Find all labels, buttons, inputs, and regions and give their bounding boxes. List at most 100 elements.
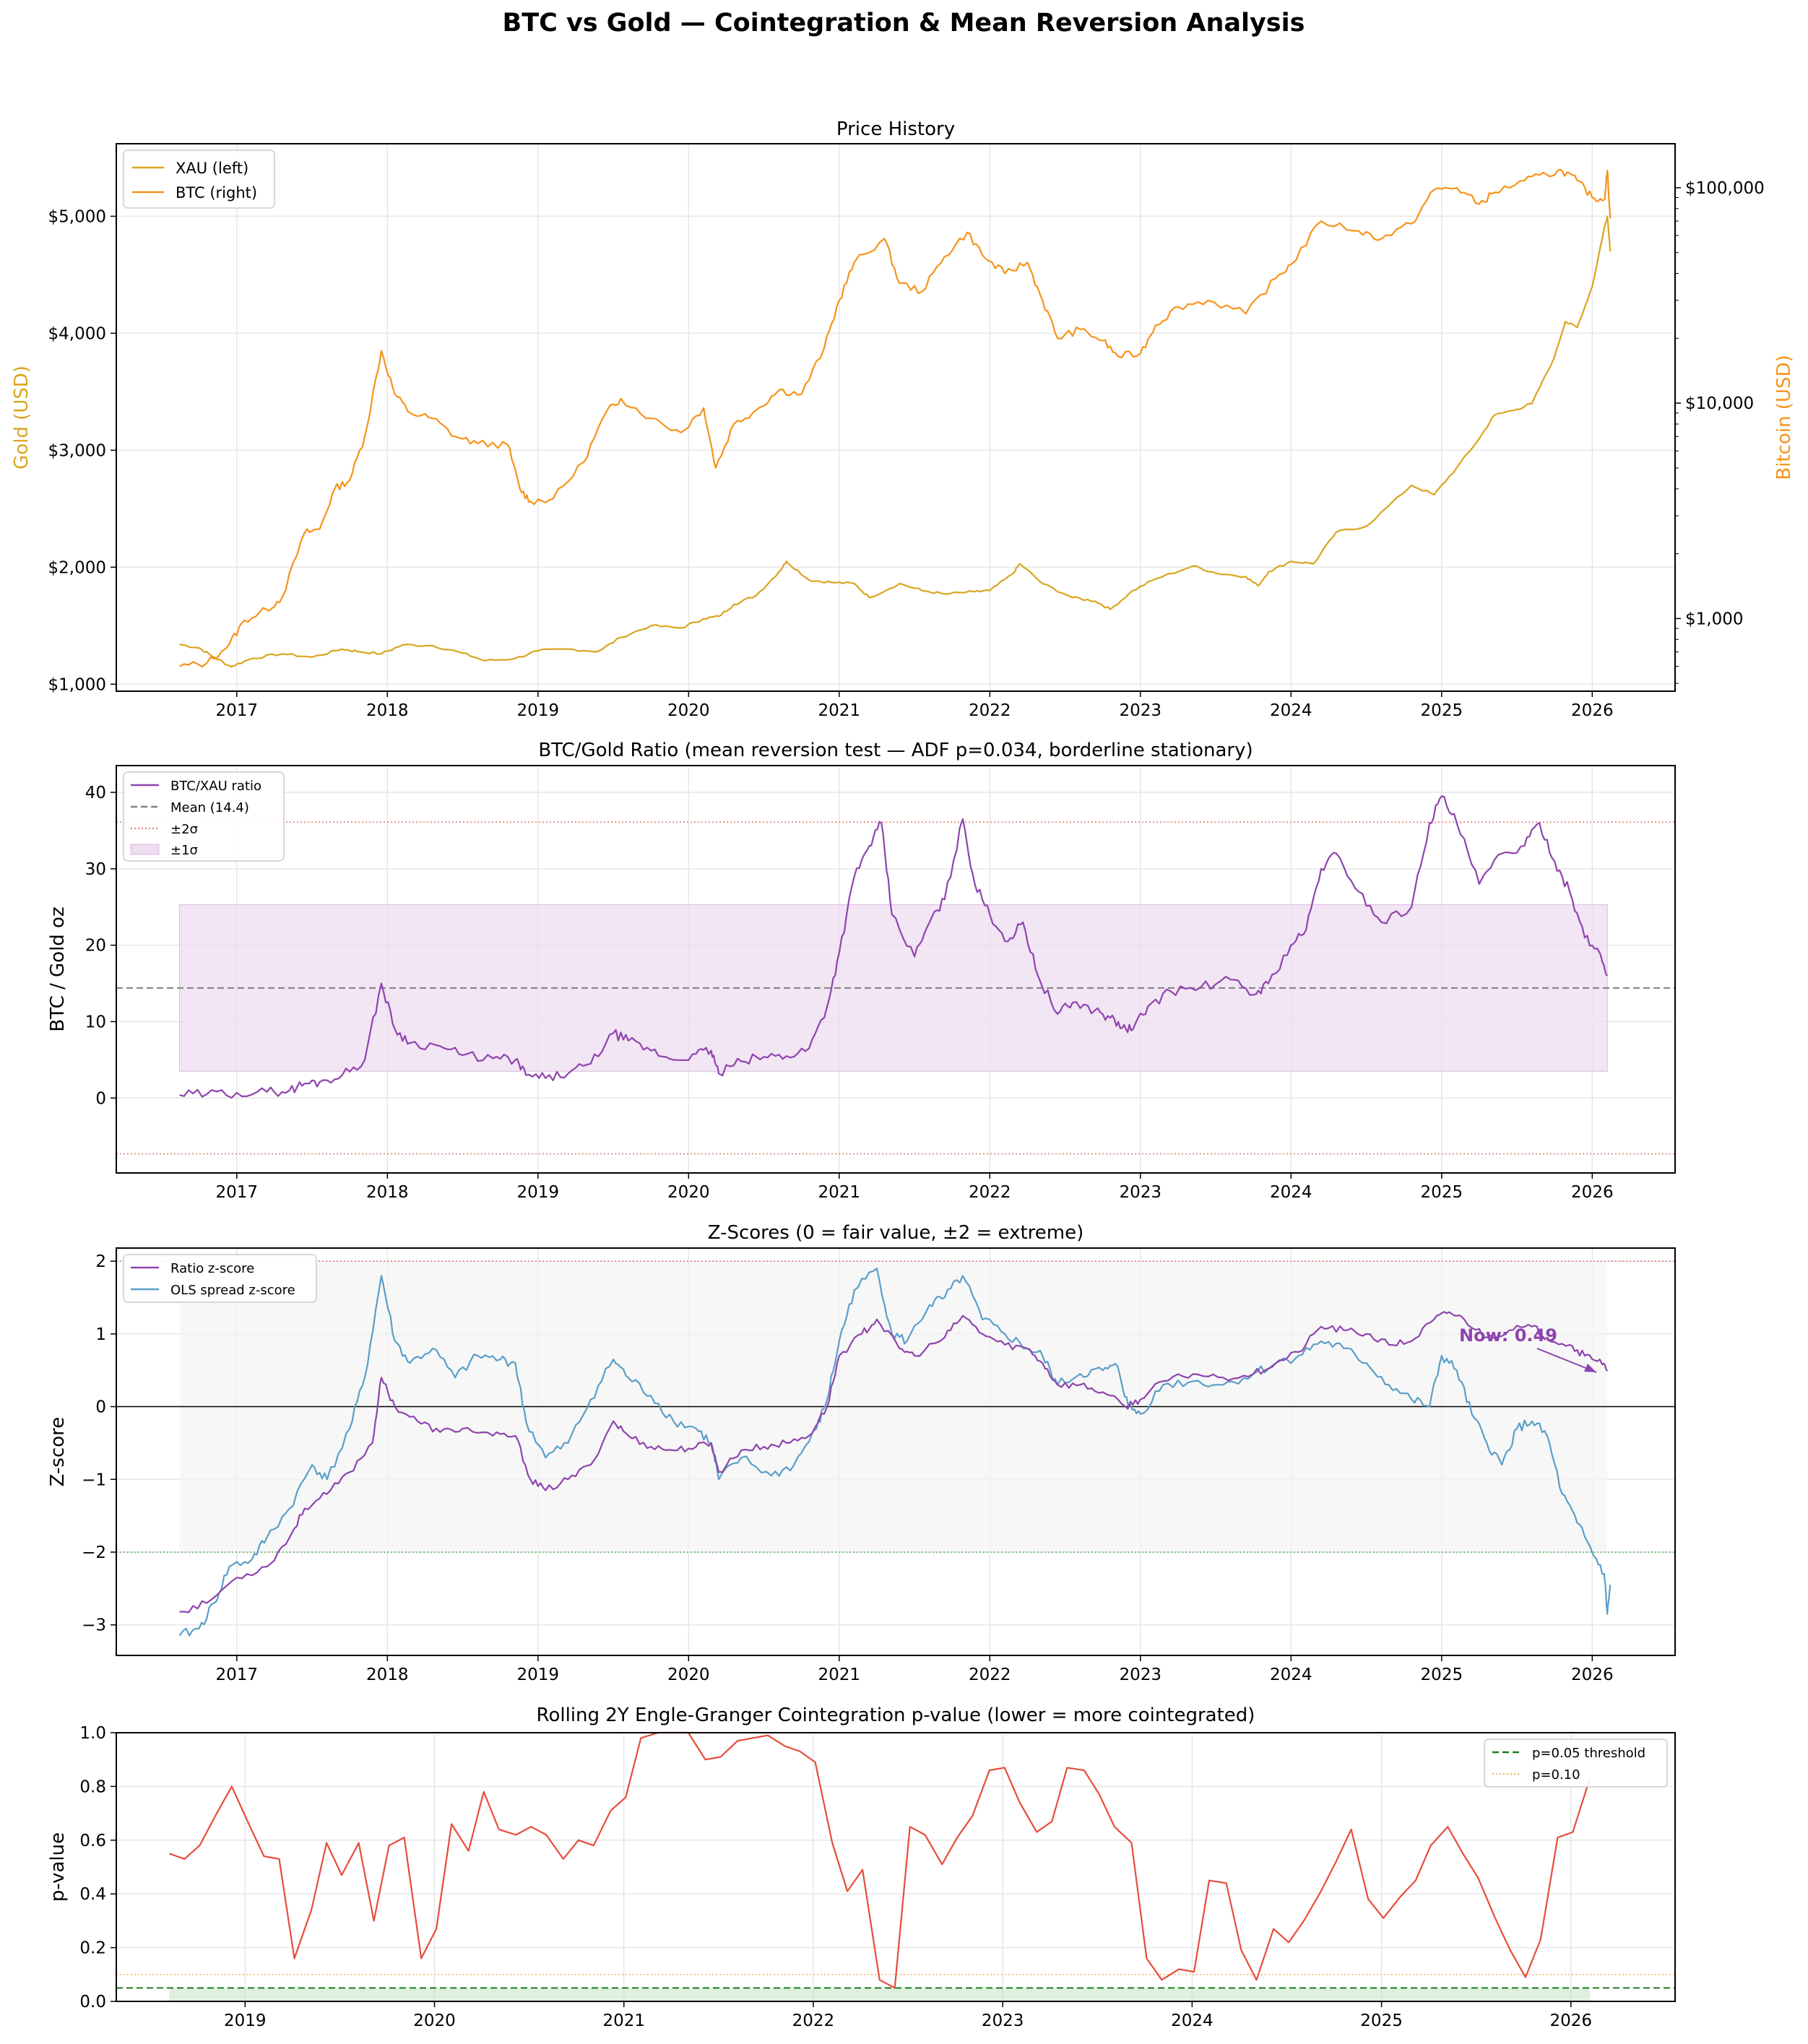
ratio-chart: BTC/Gold Ratio (mean reversion test — AD… xyxy=(47,740,1675,1202)
legend-swatch-1sigma xyxy=(131,844,159,854)
price-x-tick-label: 2019 xyxy=(517,701,560,720)
price-y-tick-label: $1,000 xyxy=(48,675,106,694)
pvalue-series xyxy=(169,1733,1590,1988)
zscore-x-tick-label: 2024 xyxy=(1270,1666,1312,1684)
ratio-x-tick-label: 2022 xyxy=(969,1183,1011,1202)
pvalue-legend: p=0.05 threshold p=0.10 xyxy=(1484,1739,1667,1787)
legend-label-1sigma: ±1σ xyxy=(170,843,198,858)
figure-title: BTC vs Gold — Cointegration & Mean Rever… xyxy=(503,9,1305,38)
legend-label-xau: XAU (left) xyxy=(176,160,248,177)
price-y-tick-label: $5,000 xyxy=(48,207,106,226)
zscore-y-tick-label: 2 xyxy=(95,1252,106,1271)
price-x-tick-label: 2017 xyxy=(216,701,259,720)
legend-label-p10: p=0.10 xyxy=(1532,1767,1580,1783)
price-x-tick-label: 2018 xyxy=(366,701,409,720)
ratio-y-tick-label: 10 xyxy=(85,1013,106,1031)
price-x-tick-label: 2025 xyxy=(1421,701,1463,720)
pvalue-x-axis: 2019 2020 2021 2022 2023 2024 2025 2026 xyxy=(224,2001,1592,2030)
price-legend: XAU (left) BTC (right) xyxy=(124,150,274,208)
price-series xyxy=(180,170,1611,667)
legend-label-btc: BTC (right) xyxy=(176,184,257,202)
zscore-x-tick-label: 2021 xyxy=(818,1666,861,1684)
figure: BTC vs Gold — Cointegration & Mean Rever… xyxy=(0,0,1808,2044)
pvalue-x-tick-label: 2021 xyxy=(602,2011,645,2030)
pvalue-y-tick-label: 0.4 xyxy=(79,1885,106,1904)
zscore-y-tick-label: −2 xyxy=(82,1543,106,1562)
zscore-x-tick-label: 2018 xyxy=(366,1666,409,1684)
pvalue-y-tick-label: 1.0 xyxy=(79,1724,106,1743)
zscore-y-tick-label: −1 xyxy=(82,1471,106,1489)
ratio-x-tick-label: 2018 xyxy=(366,1183,409,1202)
ratio-legend: BTC/XAU ratio Mean (14.4) ±2σ ±1σ xyxy=(124,772,284,861)
zscore-x-tick-label: 2025 xyxy=(1421,1666,1463,1684)
price-x-axis: 2017 2018 2019 2020 2021 2022 2023 2024 2025 2026 xyxy=(216,691,1614,720)
price-y-label-left: Gold (USD) xyxy=(11,365,33,469)
ratio-chart-title: BTC/Gold Ratio (mean reversion test — AD… xyxy=(538,740,1253,761)
pvalue-y-tick-label: 0.8 xyxy=(79,1777,106,1796)
price-right-y-tick-label: $10,000 xyxy=(1685,394,1754,413)
zscore-y-tick-label: 1 xyxy=(95,1325,106,1344)
ratio-y-tick-label: 40 xyxy=(85,784,106,802)
legend-label-ratio-z: Ratio z-score xyxy=(170,1261,254,1276)
pvalue-line xyxy=(169,1733,1590,1988)
pvalue-y-axis: 0.0 0.2 0.4 0.6 0.8 1.0 xyxy=(79,1724,116,2011)
pvalue-y-label: p-value xyxy=(47,1832,69,1902)
ratio-y-tick-label: 30 xyxy=(85,860,106,879)
legend-label-mean: Mean (14.4) xyxy=(170,800,249,815)
ratio-x-tick-label: 2020 xyxy=(667,1183,710,1202)
ratio-x-tick-label: 2024 xyxy=(1270,1183,1312,1202)
price-y-tick-label: $4,000 xyxy=(48,324,106,343)
legend-label-p05: p=0.05 threshold xyxy=(1532,1746,1645,1761)
price-x-tick-label: 2020 xyxy=(667,701,710,720)
price-y-tick-label: $2,000 xyxy=(48,558,106,577)
ratio-x-tick-label: 2021 xyxy=(818,1183,861,1202)
price-x-tick-label: 2024 xyxy=(1270,701,1312,720)
legend-label-2sigma: ±2σ xyxy=(170,822,198,837)
zscore-chart-title: Z-Scores (0 = fair value, ±2 = extreme) xyxy=(708,1222,1084,1244)
pvalue-x-tick-label: 2026 xyxy=(1550,2011,1593,2030)
pvalue-x-tick-label: 2022 xyxy=(792,2011,835,2030)
pvalue-chart-title: Rolling 2Y Engle-Granger Cointegration p… xyxy=(537,1705,1255,1726)
pvalue-plot-frame xyxy=(116,1733,1675,2001)
price-x-tick-label: 2021 xyxy=(818,701,861,720)
zscore-legend: Ratio z-score OLS spread z-score xyxy=(124,1255,316,1302)
pvalue-y-tick-label: 0.0 xyxy=(79,1993,106,2011)
zscore-y-tick-label: 0 xyxy=(95,1398,106,1417)
zscore-y-tick-label: −3 xyxy=(82,1616,106,1635)
zscore-y-axis: −3 −2 −1 0 1 2 xyxy=(82,1252,116,1635)
price-right-y-tick-label: $1,000 xyxy=(1685,610,1743,628)
ratio-y-tick-label: 20 xyxy=(85,937,106,956)
price-x-tick-label: 2023 xyxy=(1120,701,1162,720)
pvalue-y-tick-label: 0.2 xyxy=(79,1939,106,1958)
zscore-x-tick-label: 2026 xyxy=(1571,1666,1614,1684)
ratio-x-tick-label: 2017 xyxy=(216,1183,259,1202)
pvalue-x-tick-label: 2024 xyxy=(1171,2011,1214,2030)
btc-price-line xyxy=(180,170,1611,667)
zscore-x-tick-label: 2020 xyxy=(667,1666,710,1684)
pvalue-gridlines xyxy=(116,1733,1675,2001)
xau-price-line xyxy=(180,216,1611,667)
pvalue-x-tick-label: 2019 xyxy=(224,2011,267,2030)
ratio-y-axis: 010203040 xyxy=(85,784,116,1108)
price-chart: Price History 2017 2018 2019 2020 2021 2022 20… xyxy=(11,118,1795,720)
ratio-x-axis: 2017 2018 2019 2020 2021 2022 2023 2024 2025 2026 xyxy=(216,1173,1614,1202)
pvalue-x-tick-label: 2025 xyxy=(1360,2011,1403,2030)
zscore-x-tick-label: 2023 xyxy=(1120,1666,1162,1684)
price-right-y-tick-label: $100,000 xyxy=(1685,179,1765,198)
price-y-label-right: Bitcoin (USD) xyxy=(1773,355,1795,480)
pvalue-x-tick-label: 2023 xyxy=(982,2011,1024,2030)
price-gridlines xyxy=(116,144,1675,691)
ratio-x-tick-label: 2019 xyxy=(517,1183,560,1202)
pvalue-significance-band xyxy=(169,1988,1590,2001)
price-chart-title: Price History xyxy=(836,118,955,140)
pvalue-y-tick-label: 0.6 xyxy=(79,1832,106,1850)
ratio-y-label: BTC / Gold oz xyxy=(47,906,69,1031)
ratio-x-tick-label: 2025 xyxy=(1421,1183,1463,1202)
price-x-tick-label: 2022 xyxy=(969,701,1011,720)
zscore-chart: Z-Scores (0 = fair value, ±2 = extreme) … xyxy=(47,1222,1675,1684)
zscore-now-annotation: Now: 0.49 xyxy=(1459,1325,1557,1346)
price-x-tick-label: 2026 xyxy=(1571,701,1614,720)
ratio-x-tick-label: 2026 xyxy=(1571,1183,1614,1202)
legend-label-ratio: BTC/XAU ratio xyxy=(170,779,261,794)
zscore-x-tick-label: 2019 xyxy=(517,1666,560,1684)
